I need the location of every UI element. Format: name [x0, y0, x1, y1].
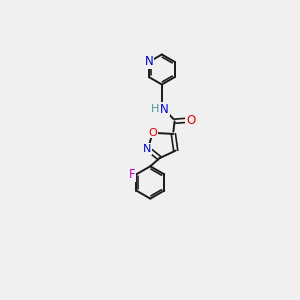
Text: N: N — [160, 103, 169, 116]
Text: N: N — [142, 144, 151, 154]
Text: H: H — [151, 104, 160, 114]
Text: F: F — [129, 168, 135, 181]
Text: O: O — [148, 128, 157, 138]
Text: N: N — [145, 56, 153, 68]
Text: O: O — [186, 114, 195, 127]
